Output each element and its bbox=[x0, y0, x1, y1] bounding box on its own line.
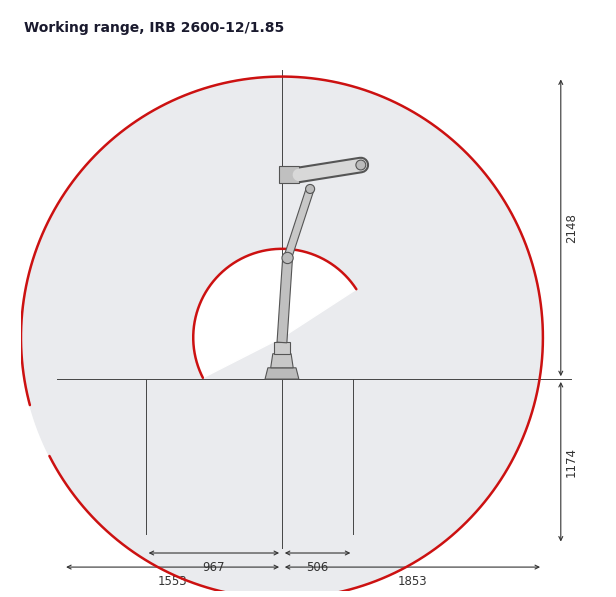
Text: 1174: 1174 bbox=[565, 447, 578, 477]
Text: 1553: 1553 bbox=[158, 575, 187, 588]
Circle shape bbox=[306, 184, 315, 193]
Text: 2148: 2148 bbox=[565, 213, 578, 243]
Circle shape bbox=[282, 253, 293, 264]
Polygon shape bbox=[284, 187, 314, 259]
Text: 1853: 1853 bbox=[397, 575, 428, 588]
Bar bbox=[279, 167, 299, 183]
Polygon shape bbox=[21, 76, 543, 597]
Circle shape bbox=[356, 160, 366, 170]
Text: 506: 506 bbox=[306, 561, 329, 574]
Polygon shape bbox=[193, 249, 356, 378]
Bar bbox=[274, 343, 290, 354]
Polygon shape bbox=[265, 368, 299, 379]
Text: 967: 967 bbox=[203, 561, 225, 574]
Polygon shape bbox=[277, 258, 293, 343]
Polygon shape bbox=[270, 354, 293, 368]
Text: Working range, IRB 2600-12/1.85: Working range, IRB 2600-12/1.85 bbox=[24, 21, 285, 35]
